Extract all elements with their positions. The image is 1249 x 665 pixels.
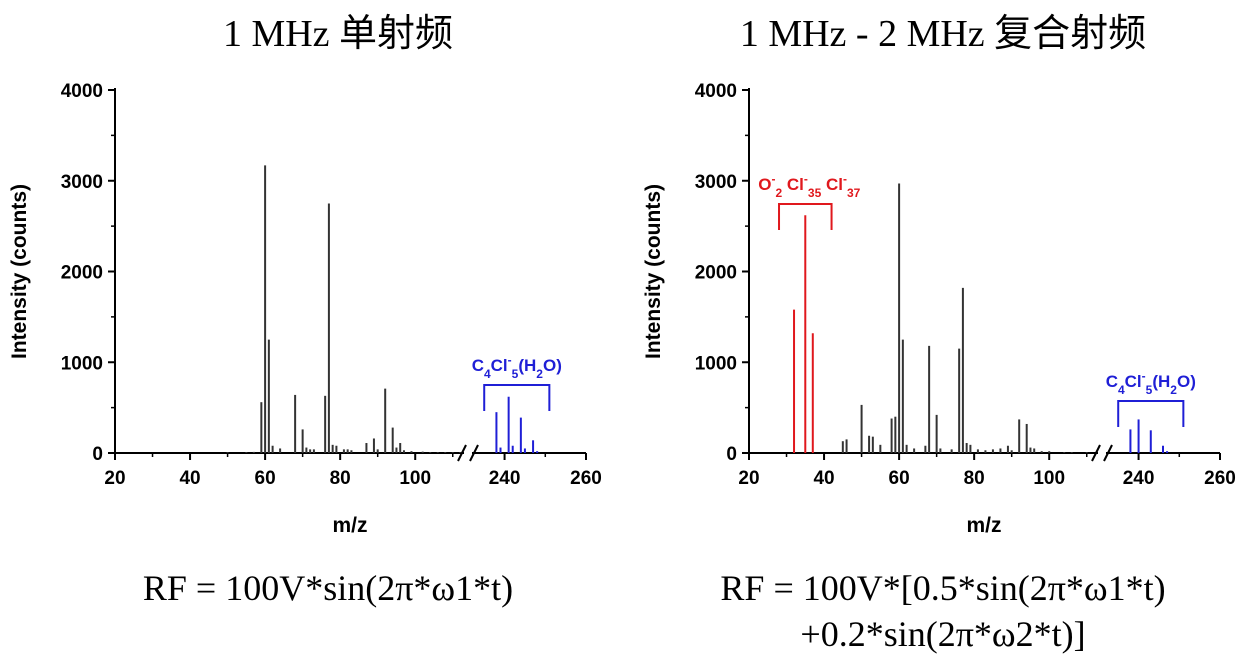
- annotation-label: C4Cl-5(H2O): [472, 353, 562, 381]
- series-red: [793, 215, 814, 453]
- x-axis-label: m/z: [332, 514, 367, 537]
- y-tick-label: 0: [726, 444, 737, 465]
- left-formula: RF = 100V*sin(2π*ω1*t): [142, 568, 514, 608]
- annotation-bracket: [1117, 400, 1185, 427]
- series-blue: [495, 396, 539, 453]
- right-formula-line1: RF = 100V*[0.5*sin(2π*ω1*t): [720, 568, 1166, 608]
- series-blue: [1129, 419, 1169, 453]
- axis-break-mark: [469, 444, 479, 462]
- y-tick-label: 1000: [61, 353, 103, 374]
- x-tick-label: 260: [1204, 468, 1236, 489]
- annotation-group: O-2 Cl-35 Cl-37: [758, 172, 861, 230]
- y-tick-label: 0: [92, 444, 103, 465]
- chart-dual-rf: 0 1000 2000 3000 4000 20 40 60 80 100 240 260 m/z Int…: [642, 81, 1236, 537]
- x-tick-label: 40: [179, 468, 200, 489]
- axis-break-mark: [1091, 444, 1101, 462]
- x-tick-label: 260: [570, 468, 602, 489]
- x-tick-label: 100: [399, 468, 431, 489]
- x-tick-label: 20: [738, 468, 759, 489]
- chart-single-rf: 0 1000 2000 3000 4000 20 40 60 80 100 240 260 m/z Int…: [8, 81, 602, 537]
- x-tick-label: 20: [104, 468, 125, 489]
- y-tick-label: 1000: [695, 353, 737, 374]
- y-tick-label: 4000: [61, 81, 103, 102]
- x-tick-label: 240: [1123, 468, 1155, 489]
- x-tick-label: 40: [813, 468, 834, 489]
- x-tick-label: 80: [964, 468, 985, 489]
- annotation-group: C4Cl-5(H2O): [472, 353, 562, 411]
- y-tick-label: 4000: [695, 81, 737, 102]
- right-chart-title: 1 MHz - 2 MHz 复合射频: [739, 13, 1147, 55]
- x-tick-label: 60: [889, 468, 910, 489]
- series-black: [841, 183, 1088, 453]
- right-formula-line2: +0.2*sin(2π*ω2*t)]: [800, 614, 1086, 654]
- y-tick-label: 3000: [695, 172, 737, 193]
- y-tick-label: 2000: [61, 263, 103, 284]
- annotation-label: C4Cl-5(H2O): [1106, 369, 1196, 397]
- y-tick-label: 2000: [695, 263, 737, 284]
- y-axis-label: Intensity (counts): [642, 184, 665, 359]
- x-tick-label: 60: [255, 468, 276, 489]
- axis-break-mark: [1103, 444, 1113, 462]
- annotation-group: C4Cl-5(H2O): [1106, 369, 1196, 427]
- x-axis-label: m/z: [966, 514, 1001, 537]
- series-black: [226, 165, 462, 453]
- y-tick-label: 3000: [61, 172, 103, 193]
- annotation-label: O-2 Cl-35 Cl-37: [758, 172, 860, 200]
- x-tick-label: 100: [1033, 468, 1065, 489]
- left-chart-title: 1 MHz 单射频: [222, 13, 454, 55]
- axis-break-mark: [457, 444, 467, 462]
- annotation-bracket: [778, 203, 833, 230]
- x-tick-label: 240: [489, 468, 521, 489]
- annotation-bracket: [483, 384, 551, 411]
- y-axis-label: Intensity (counts): [8, 184, 31, 359]
- x-tick-label: 80: [330, 468, 351, 489]
